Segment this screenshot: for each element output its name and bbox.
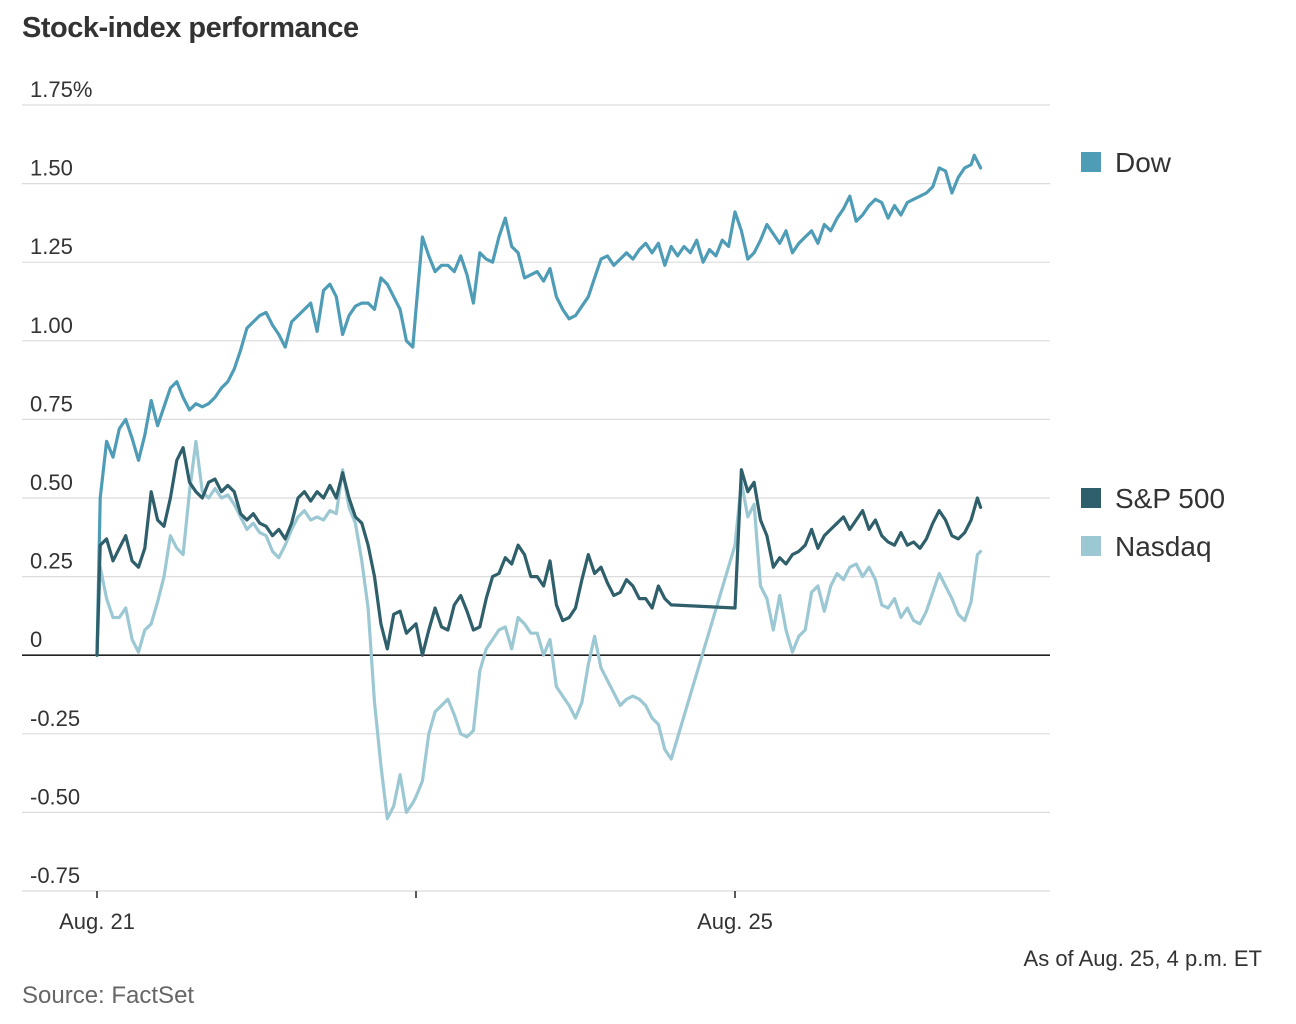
y-tick-label: 1.00 [30, 313, 73, 338]
y-tick-label: 1.50 [30, 156, 73, 181]
y-tick-label: 0.50 [30, 470, 73, 495]
y-tick-label: 1.25 [30, 234, 73, 259]
y-tick-label: 0 [30, 627, 42, 652]
series-line-nasdaq [95, 439, 983, 821]
source-label: Source: FactSet [22, 982, 195, 1009]
legend-swatch-dow [1081, 152, 1101, 172]
series-lines [95, 153, 983, 821]
y-tick-label: 1.75% [30, 77, 92, 102]
legend-swatch-s-p-500 [1081, 488, 1101, 508]
y-tick-label: -0.75 [30, 863, 80, 888]
gridlines [22, 104, 1050, 892]
legend-label-nasdaq: Nasdaq [1115, 531, 1212, 562]
x-axis: Aug. 21 Aug. 25 [59, 891, 773, 934]
y-axis-ticks: 1.75% 1.50 1.25 1.00 0.75 0.50 0.25 0 -0.25 -0.50… [30, 77, 92, 888]
legend-label-s-p-500: S&P 500 [1115, 483, 1225, 514]
chart-title: Stock-index performance [22, 12, 359, 44]
timestamp-note: As of Aug. 25, 4 p.m. ET [1023, 946, 1262, 971]
y-tick-label: -0.50 [30, 784, 80, 809]
y-tick-label: -0.25 [30, 706, 80, 731]
x-tick-label: Aug. 25 [697, 909, 773, 934]
series-line-s-p-500 [95, 446, 983, 657]
y-tick-label: 0.75 [30, 391, 73, 416]
y-tick-label: 0.25 [30, 549, 73, 574]
legend: Dow S&P 500 Nasdaq [1081, 147, 1225, 562]
legend-swatch-nasdaq [1081, 536, 1101, 556]
legend-label-dow: Dow [1115, 147, 1172, 178]
x-tick-label: Aug. 21 [59, 909, 135, 934]
series-line-dow [95, 153, 983, 657]
